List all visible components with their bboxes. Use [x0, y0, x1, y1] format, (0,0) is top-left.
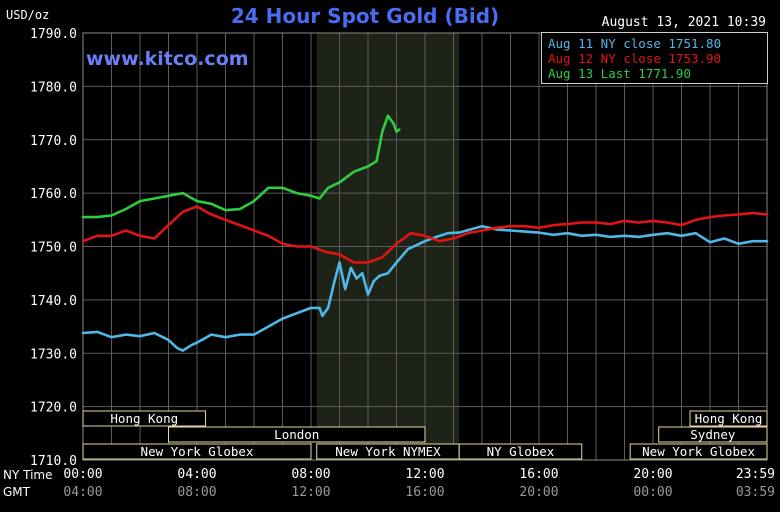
session-label: New York Globex [642, 444, 755, 459]
market-sessions: Hong Kong Hong Kong London Sydney New York G… [82, 410, 768, 460]
x-tick-gmt: 08:00 [177, 485, 216, 500]
session-label: NY Globex [487, 444, 555, 459]
x-tick-ny: 04:00 [177, 467, 216, 482]
x-tick-ny: 23:59 [736, 467, 775, 482]
session-label: London [274, 427, 319, 442]
x-tick-gmt: 00:00 [633, 485, 672, 500]
y-tick-label: 1750.0 [30, 241, 77, 256]
legend-entry-aug12: Aug 12 NY close 1753.90 [548, 51, 722, 66]
x-tick-gmt: 20:00 [519, 485, 558, 500]
legend: Aug 11 NY close 1751.80 Aug 12 NY close … [541, 32, 768, 84]
gmt-row-label: GMT [3, 485, 30, 499]
y-tick-label: 1730.0 [30, 347, 77, 362]
y-tick-label: 1780.0 [30, 80, 77, 95]
session-box [629, 443, 768, 460]
x-tick-gmt: 12:00 [291, 485, 330, 500]
series-line-aug13 [81, 114, 401, 219]
session-label: New York Globex [141, 444, 254, 459]
y-tick-label: 1770.0 [30, 134, 77, 149]
axis-ticks: 1710.0 1720.0 1730.0 1740.0 1750.0 1760.0 1770… [30, 27, 775, 500]
plot-frame [82, 32, 768, 461]
x-tick-gmt: 03:59 [736, 485, 775, 500]
x-tick-ny: 12:00 [405, 467, 444, 482]
website-label: www.kitco.com [86, 48, 249, 70]
x-tick-ny: 16:00 [519, 467, 558, 482]
series-line-aug11 [81, 224, 769, 352]
session-box [689, 410, 768, 427]
y-tick-label: 1710.0 [30, 454, 77, 469]
session-box [658, 426, 768, 443]
chart-title: 24 Hour Spot Gold (Bid) [230, 4, 500, 28]
session-label: Hong Kong [695, 411, 763, 426]
session-label: Sydney [690, 427, 736, 442]
x-tick-gmt: 16:00 [405, 485, 444, 500]
session-label: Hong Kong [110, 411, 178, 426]
legend-entry-aug13: Aug 13 Last 1771.90 [548, 66, 691, 81]
y-tick-label: 1790.0 [30, 27, 77, 42]
timestamp: August 13, 2021 10:39 [601, 15, 766, 30]
y-tick-label: 1720.0 [30, 401, 77, 416]
session-box [82, 410, 207, 427]
x-tick-ny: 20:00 [633, 467, 672, 482]
session-label: New York NYMEX [335, 444, 441, 459]
legend-entry-aug11: Aug 11 NY close 1751.80 [548, 36, 722, 51]
series-lines [81, 114, 769, 352]
session-box [458, 443, 583, 460]
x-tick-ny: 00:00 [63, 467, 102, 482]
y-tick-label: 1740.0 [30, 294, 77, 309]
x-tick-ny: 08:00 [291, 467, 330, 482]
series-line-aug12 [81, 205, 769, 264]
unit-label: USD/oz [6, 8, 50, 22]
session-box [82, 443, 312, 460]
session-box [168, 426, 426, 443]
x-tick-gmt: 04:00 [63, 485, 102, 500]
ny-time-row-label: NY Time [3, 468, 53, 482]
y-tick-label: 1760.0 [30, 187, 77, 202]
